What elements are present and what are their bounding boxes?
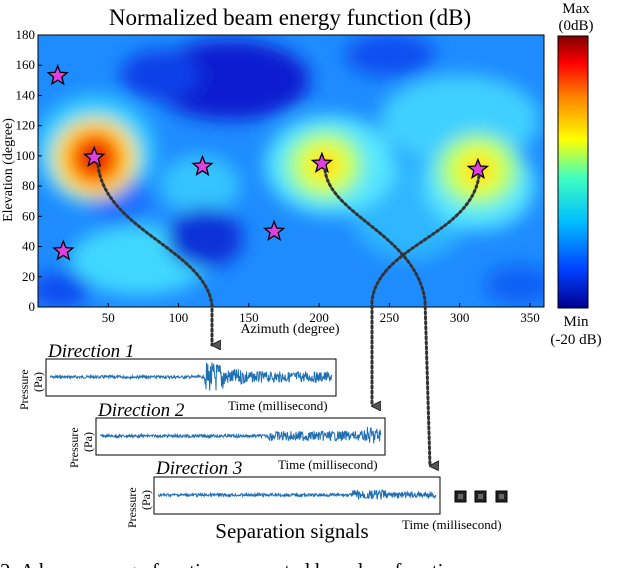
signal-1-ylabel: Pressure — [17, 369, 31, 410]
star-marker — [310, 151, 334, 173]
x-tick-label: 250 — [380, 310, 400, 325]
y-axis-label: Elevation (degree) — [1, 118, 16, 222]
signal-2-xlabel: Time (millisecond) — [278, 457, 378, 472]
x-tick-label: 100 — [169, 310, 189, 325]
caption-fragment: 2. A beam energy function computed based… — [0, 559, 465, 568]
connector-arrows — [96, 163, 481, 466]
star-marker — [46, 63, 69, 86]
signal-3-xlabel: Time (millisecond) — [402, 517, 502, 532]
heatmap-title: Normalized beam energy function (dB) — [109, 5, 471, 30]
heatmap — [38, 35, 544, 307]
y-axis-ticks: 180 160 140 120 100 80 60 40 20 0 — [16, 27, 42, 314]
signal-3-ylabel-unit: (Pa) — [139, 490, 153, 510]
y-tick-label: 160 — [16, 57, 36, 72]
signal-panel-1: Direction 1 Pressure (Pa) Time (millisec… — [17, 341, 337, 413]
colorbar-max-label: Max — [562, 1, 590, 17]
x-tick-label: 350 — [520, 310, 540, 325]
signal-3-ylabel: Pressure — [125, 487, 139, 528]
signal-1-xlabel: Time (millisecond) — [228, 398, 328, 413]
signal-trace-1 — [49, 362, 333, 391]
y-tick-label: 120 — [16, 118, 36, 133]
star-marker — [52, 239, 75, 261]
star-marker — [262, 219, 286, 241]
y-tick-label: 0 — [29, 299, 36, 314]
direction-3-title: Direction 3 — [155, 458, 242, 479]
arrow-direction-2 — [370, 174, 481, 406]
y-tick-label: 180 — [16, 27, 36, 42]
star-marker — [466, 157, 490, 180]
x-tick-label: 200 — [309, 310, 329, 325]
more-signals-indicator — [454, 490, 508, 503]
y-tick-label: 100 — [16, 148, 36, 163]
separation-signals-label: Separation signals — [215, 519, 368, 543]
signal-panel-3: Direction 3 Pressure (Pa) Time (millisec… — [125, 458, 502, 532]
direction-1-title: Direction 1 — [47, 341, 134, 362]
y-tick-label: 80 — [22, 178, 35, 193]
arrow-direction-3 — [323, 168, 430, 466]
y-tick-label: 40 — [22, 239, 35, 254]
colorbar-min-label: Min — [563, 314, 589, 330]
direction-2-title: Direction 2 — [97, 400, 185, 421]
signal-trace-2 — [100, 426, 382, 444]
signal-1-ylabel-unit: (Pa) — [31, 372, 45, 392]
star-markers — [46, 63, 490, 261]
x-axis-ticks: 50 100 150 200 250 300 350 — [102, 303, 540, 325]
star-marker — [191, 154, 214, 177]
star-marker — [82, 145, 106, 167]
colorbar-min-value: (-20 dB) — [550, 332, 601, 348]
signal-2-ylabel-unit: (Pa) — [81, 432, 95, 452]
x-tick-label: 150 — [239, 310, 259, 325]
y-tick-label: 20 — [22, 269, 35, 284]
y-tick-label: 60 — [22, 208, 35, 223]
x-axis-label: Azimuth (degree) — [240, 322, 339, 337]
signal-trace-3 — [157, 489, 437, 500]
y-tick-label: 140 — [16, 87, 36, 102]
colorbar-max-value: (0dB) — [559, 18, 594, 34]
x-tick-label: 50 — [102, 310, 115, 325]
colorbar — [557, 35, 589, 309]
signal-panel-2: Direction 2 Pressure (Pa) Time (millisec… — [67, 400, 386, 472]
arrow-direction-1 — [96, 163, 212, 345]
signal-2-ylabel: Pressure — [67, 427, 81, 468]
x-tick-label: 300 — [450, 310, 470, 325]
